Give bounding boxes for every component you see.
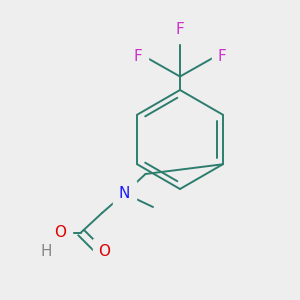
Text: O: O — [54, 225, 66, 240]
Text: F: F — [134, 50, 142, 64]
Text: N: N — [119, 186, 130, 201]
Text: O: O — [98, 244, 110, 260]
Text: F: F — [176, 22, 184, 38]
Text: F: F — [218, 50, 226, 64]
Text: H: H — [41, 244, 52, 260]
